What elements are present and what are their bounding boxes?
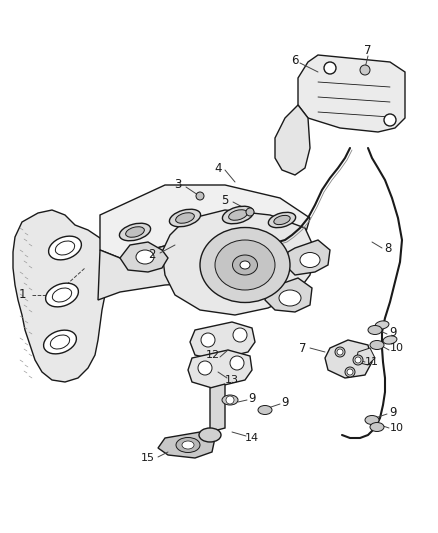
Polygon shape [265, 278, 312, 312]
Circle shape [345, 367, 355, 377]
Circle shape [384, 114, 396, 126]
Ellipse shape [279, 290, 301, 306]
Text: 10: 10 [390, 343, 404, 353]
Polygon shape [285, 240, 330, 275]
Ellipse shape [176, 438, 200, 453]
Polygon shape [356, 348, 375, 365]
Polygon shape [100, 185, 310, 258]
Polygon shape [210, 384, 225, 432]
Ellipse shape [365, 416, 379, 424]
Circle shape [335, 347, 345, 357]
Circle shape [337, 349, 343, 355]
Polygon shape [158, 432, 215, 458]
Ellipse shape [215, 240, 275, 290]
Ellipse shape [170, 209, 201, 227]
Ellipse shape [233, 255, 258, 275]
Text: 13: 13 [225, 375, 239, 385]
Ellipse shape [223, 206, 254, 224]
Text: 9: 9 [389, 326, 397, 338]
Text: 10: 10 [390, 423, 404, 433]
Circle shape [355, 357, 361, 363]
Polygon shape [298, 55, 405, 132]
Ellipse shape [176, 213, 194, 223]
Polygon shape [98, 235, 308, 300]
Circle shape [196, 192, 204, 200]
Ellipse shape [50, 335, 70, 349]
Polygon shape [190, 322, 255, 360]
Polygon shape [275, 105, 310, 175]
Text: 5: 5 [221, 193, 229, 206]
Text: 9: 9 [281, 395, 289, 408]
Ellipse shape [49, 236, 81, 260]
Text: 1: 1 [18, 288, 26, 302]
Polygon shape [188, 350, 252, 388]
Ellipse shape [258, 406, 272, 415]
Ellipse shape [268, 212, 296, 228]
Circle shape [360, 65, 370, 75]
Circle shape [226, 396, 234, 404]
Ellipse shape [136, 250, 154, 264]
Text: 2: 2 [148, 248, 156, 262]
Ellipse shape [370, 341, 384, 350]
Ellipse shape [120, 223, 151, 241]
Circle shape [324, 62, 336, 74]
Text: 14: 14 [245, 433, 259, 443]
Circle shape [233, 328, 247, 342]
Ellipse shape [46, 283, 78, 307]
Text: 12: 12 [206, 350, 220, 360]
Ellipse shape [300, 253, 320, 268]
Polygon shape [120, 242, 168, 272]
Circle shape [201, 333, 215, 347]
Circle shape [246, 208, 254, 216]
Circle shape [353, 355, 363, 365]
Circle shape [347, 369, 353, 375]
Ellipse shape [240, 261, 250, 269]
Ellipse shape [53, 288, 72, 302]
Text: 3: 3 [174, 179, 182, 191]
Text: 9: 9 [248, 392, 256, 405]
Text: 6: 6 [291, 53, 299, 67]
Text: 4: 4 [214, 161, 222, 174]
Ellipse shape [375, 321, 389, 329]
Ellipse shape [229, 210, 247, 220]
Ellipse shape [182, 441, 194, 449]
Ellipse shape [200, 228, 290, 303]
Polygon shape [13, 210, 112, 382]
Circle shape [230, 356, 244, 370]
Polygon shape [325, 340, 372, 378]
Text: 8: 8 [384, 241, 392, 254]
Ellipse shape [222, 395, 238, 405]
Ellipse shape [368, 326, 382, 335]
Ellipse shape [44, 330, 76, 354]
Ellipse shape [370, 423, 384, 432]
Ellipse shape [383, 336, 397, 344]
Circle shape [198, 361, 212, 375]
Ellipse shape [55, 241, 74, 255]
Polygon shape [162, 210, 315, 315]
Ellipse shape [126, 227, 145, 237]
Ellipse shape [199, 428, 221, 442]
Text: 15: 15 [141, 453, 155, 463]
Text: 11: 11 [365, 357, 379, 367]
Text: 7: 7 [364, 44, 372, 56]
Text: 7: 7 [299, 342, 307, 354]
Text: 9: 9 [389, 406, 397, 418]
Ellipse shape [274, 215, 290, 224]
